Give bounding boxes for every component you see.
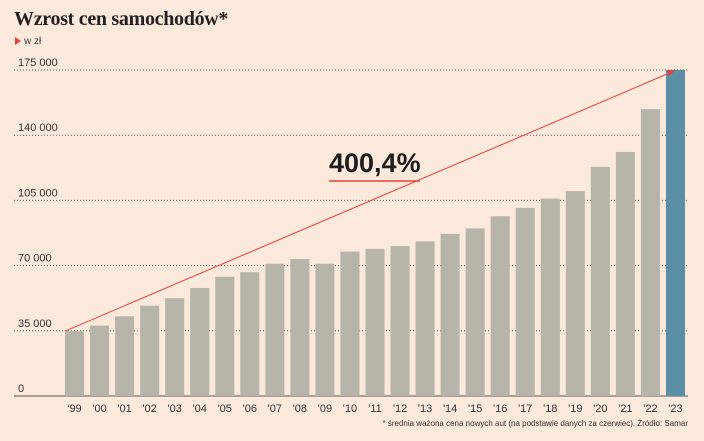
- bar: [90, 325, 110, 396]
- bar: [590, 166, 610, 396]
- bar: [140, 305, 160, 396]
- bar: [565, 191, 585, 396]
- x-tick-label: '12: [393, 403, 407, 415]
- growth-annotation: 400,4%: [64, 70, 676, 332]
- trend-arrowhead-icon: [666, 70, 676, 76]
- chart-title: Wzrost cen samochodów*: [14, 8, 229, 30]
- bars: [65, 70, 685, 397]
- x-tick-label: '22: [643, 403, 657, 415]
- footnote: * średnia ważona cena nowych aut (na pod…: [382, 419, 689, 428]
- x-tick-label: '00: [92, 403, 106, 415]
- bar: [415, 241, 435, 396]
- bar: [615, 151, 635, 396]
- x-tick-label: '21: [618, 403, 632, 415]
- x-tick-label: '08: [293, 403, 307, 415]
- x-tick-label: '06: [243, 403, 257, 415]
- x-tick-label: '04: [193, 403, 207, 415]
- x-tick-label: '09: [318, 403, 332, 415]
- x-tick-label: '01: [117, 403, 131, 415]
- bar: [240, 272, 260, 396]
- x-tick-label: '19: [568, 403, 582, 415]
- growth-percentage-label: 400,4%: [329, 148, 421, 178]
- x-tick-label: '10: [343, 403, 357, 415]
- unit-text: w zł: [24, 36, 42, 47]
- bar: [515, 207, 535, 396]
- bar: [165, 298, 185, 396]
- bar: [315, 263, 335, 396]
- x-tick-label: '07: [268, 403, 282, 415]
- bar: [490, 216, 510, 396]
- x-tick-label: '16: [493, 403, 507, 415]
- bar: [290, 259, 310, 396]
- bar: [540, 198, 560, 396]
- y-tick-label: 175 000: [18, 57, 58, 69]
- trend-line: [64, 72, 670, 332]
- bar: [265, 263, 285, 396]
- unit-label: w zł: [15, 36, 41, 47]
- x-tick-label: '11: [368, 403, 382, 415]
- x-tick-label: '99: [67, 403, 81, 415]
- x-tick-label: '17: [518, 403, 532, 415]
- x-tick-label: '23: [668, 403, 682, 415]
- bar: [215, 276, 235, 396]
- x-tick-label: '14: [443, 403, 457, 415]
- x-tick-label: '20: [593, 403, 607, 415]
- bar: [65, 331, 85, 396]
- y-tick-label: 70 000: [18, 253, 52, 265]
- y-tick-label: 105 000: [18, 187, 58, 199]
- x-tick-label: '02: [142, 403, 156, 415]
- bar: [340, 251, 360, 396]
- x-tick-label: '03: [168, 403, 182, 415]
- bar: [365, 248, 385, 396]
- x-tick-label: '18: [543, 403, 557, 415]
- y-tick-label: 140 000: [18, 122, 58, 134]
- bar: [115, 316, 135, 396]
- bar: [665, 70, 685, 396]
- y-tick-label: 0: [18, 383, 24, 395]
- y-tick-label: 35 000: [18, 318, 52, 330]
- bar: [640, 109, 660, 397]
- x-tick-label: '05: [218, 403, 232, 415]
- x-axis-ticks: '99 '00 '01 '02 '03 '04 '05 '06 '07 '08 '09 '10 '11 '…: [67, 403, 682, 415]
- unit-marker-icon: [15, 37, 21, 45]
- bar: [440, 233, 460, 396]
- bar: [465, 228, 485, 396]
- bar: [190, 287, 210, 396]
- x-tick-label: '13: [418, 403, 432, 415]
- x-tick-label: '15: [468, 403, 482, 415]
- bar: [390, 246, 410, 396]
